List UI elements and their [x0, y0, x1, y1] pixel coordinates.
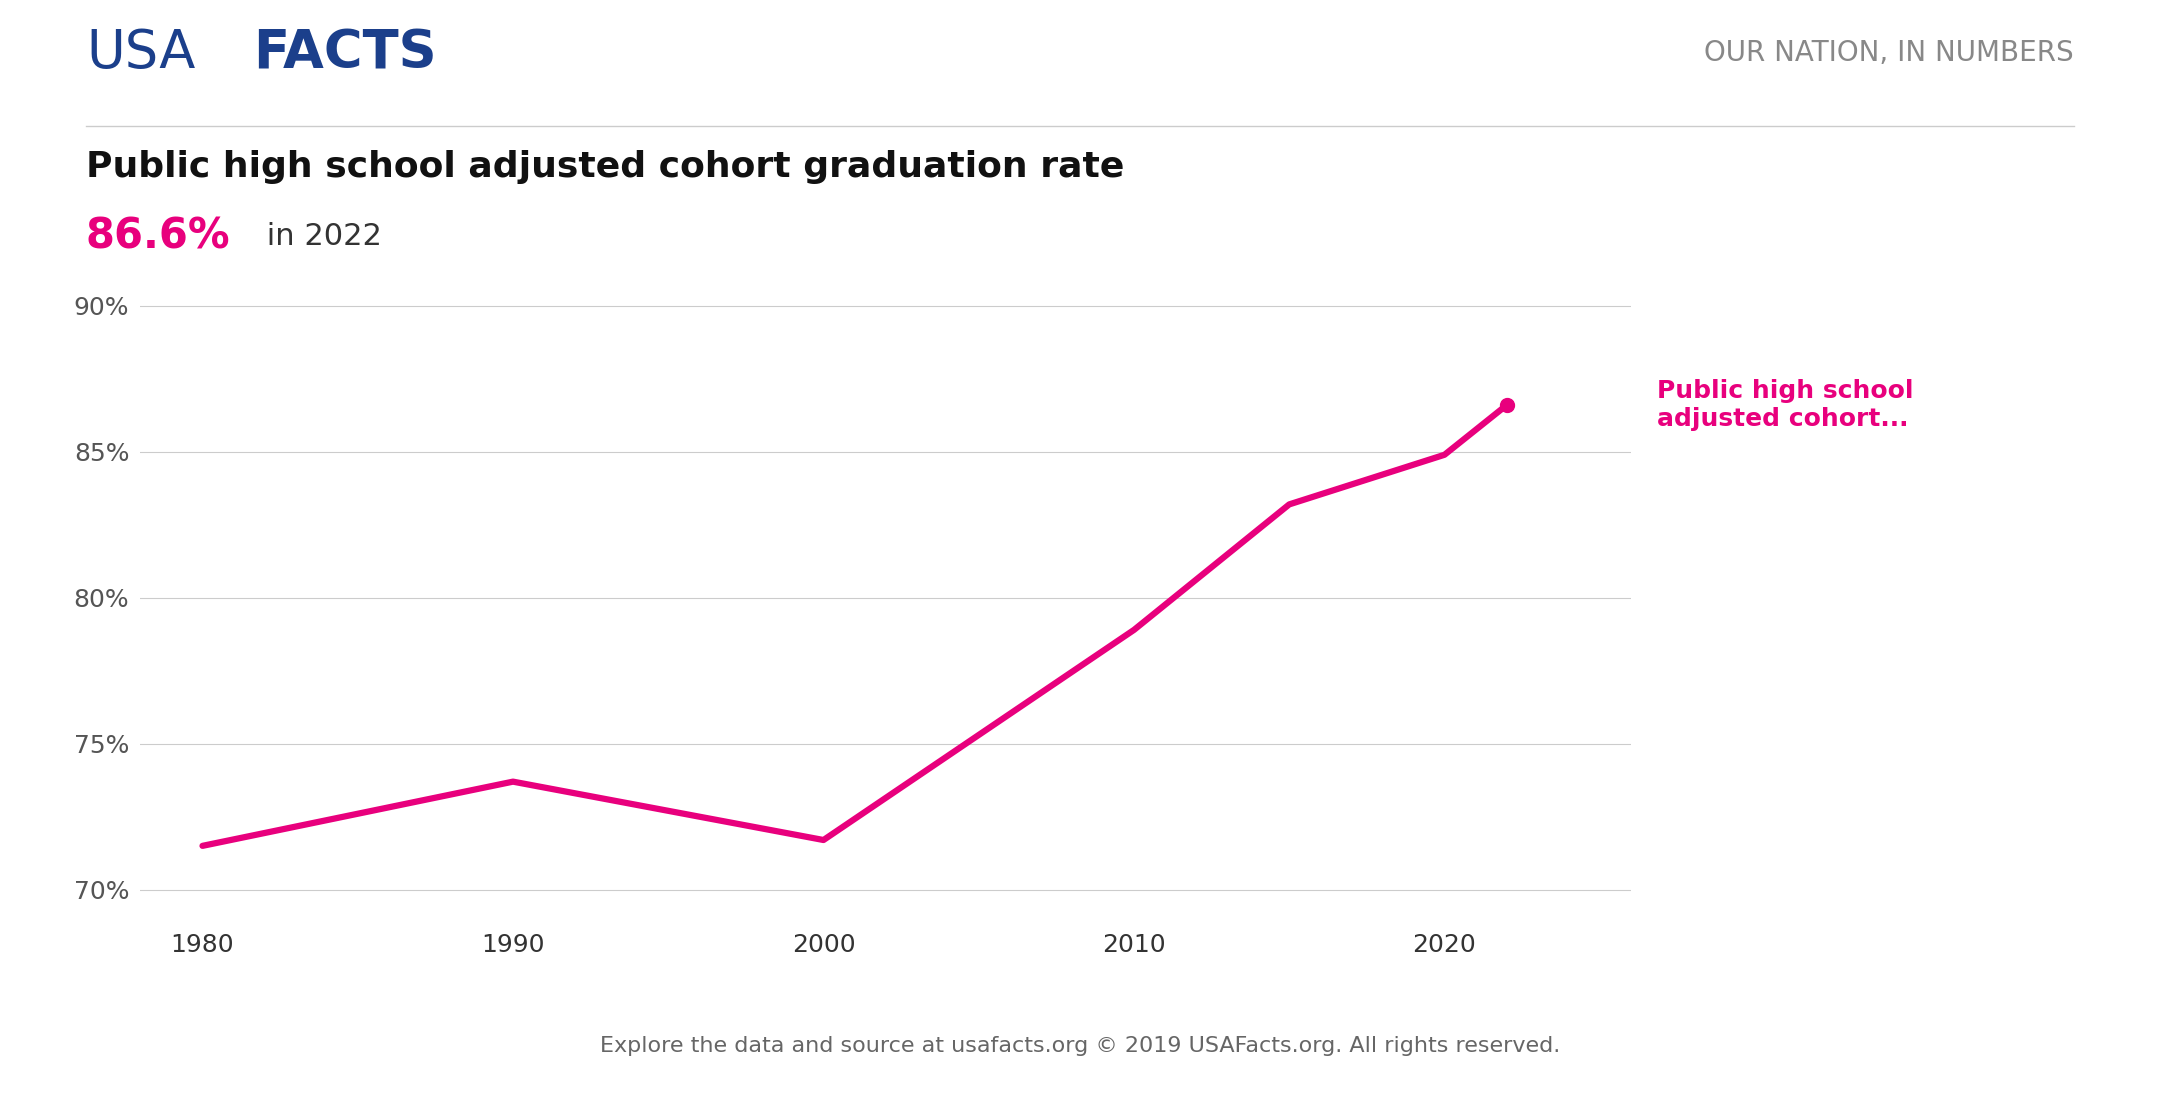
Text: OUR NATION, IN NUMBERS: OUR NATION, IN NUMBERS — [1704, 39, 2074, 68]
Text: FACTS: FACTS — [253, 28, 436, 79]
Text: Public high school
adjusted cohort...: Public high school adjusted cohort... — [1657, 380, 1914, 431]
Text: Explore the data and source at usafacts.org © 2019 USAFacts.org. All rights rese: Explore the data and source at usafacts.… — [600, 1036, 1560, 1056]
Text: in 2022: in 2022 — [257, 223, 382, 251]
Text: USA: USA — [86, 28, 197, 79]
Text: 86.6%: 86.6% — [86, 216, 231, 258]
Text: Public high school adjusted cohort graduation rate: Public high school adjusted cohort gradu… — [86, 151, 1123, 184]
